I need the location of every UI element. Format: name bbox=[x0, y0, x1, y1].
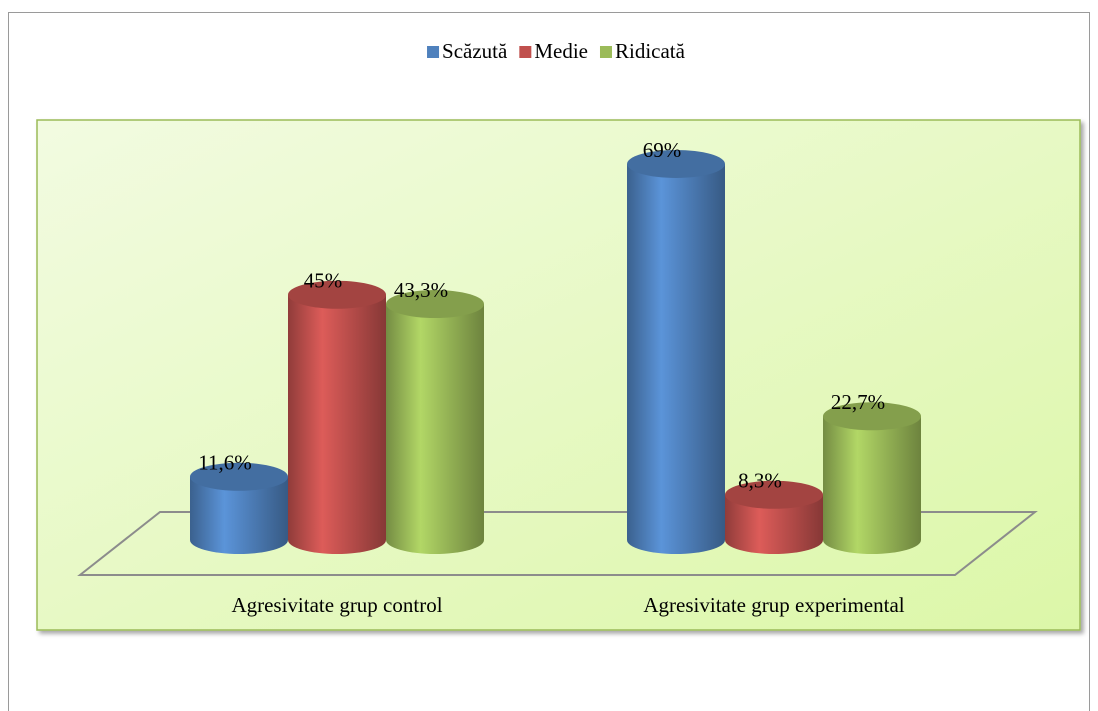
bar-top bbox=[627, 149, 725, 178]
bar bbox=[386, 290, 484, 554]
legend-swatch bbox=[519, 46, 532, 58]
bar-top bbox=[288, 280, 386, 309]
data-label: 22,7% bbox=[831, 390, 885, 414]
legend-label: Scăzută bbox=[442, 39, 508, 63]
bar-top bbox=[386, 290, 484, 319]
bar-body bbox=[288, 294, 386, 554]
data-label: 43,3% bbox=[394, 278, 448, 302]
legend-label: Medie bbox=[534, 39, 588, 63]
bar bbox=[725, 480, 823, 554]
bar-body bbox=[190, 476, 288, 554]
bar-body bbox=[725, 494, 823, 554]
bar-body bbox=[627, 163, 725, 554]
legend-label: Ridicată bbox=[615, 39, 686, 63]
bar bbox=[823, 402, 921, 554]
x-tick-label: Agresivitate grup control bbox=[231, 593, 442, 617]
bar-body bbox=[386, 304, 484, 554]
bar-body bbox=[823, 416, 921, 554]
data-label: 8,3% bbox=[738, 469, 782, 493]
legend-swatch bbox=[599, 46, 612, 58]
data-label: 69% bbox=[643, 138, 682, 162]
legend: Scăzută Medie Ridicată bbox=[427, 39, 686, 63]
bar-top bbox=[725, 480, 823, 509]
bar bbox=[627, 149, 725, 554]
bar-top bbox=[190, 462, 288, 491]
floor bbox=[77, 511, 1038, 576]
plot-area bbox=[36, 119, 1081, 631]
x-tick-label: Agresivitate grup experimental bbox=[643, 593, 904, 617]
legend-swatch bbox=[427, 46, 440, 58]
data-label: 11,6% bbox=[198, 451, 251, 475]
bar-top bbox=[823, 402, 921, 431]
bar bbox=[190, 462, 288, 554]
data-label: 45% bbox=[304, 269, 343, 293]
bar bbox=[288, 280, 386, 554]
